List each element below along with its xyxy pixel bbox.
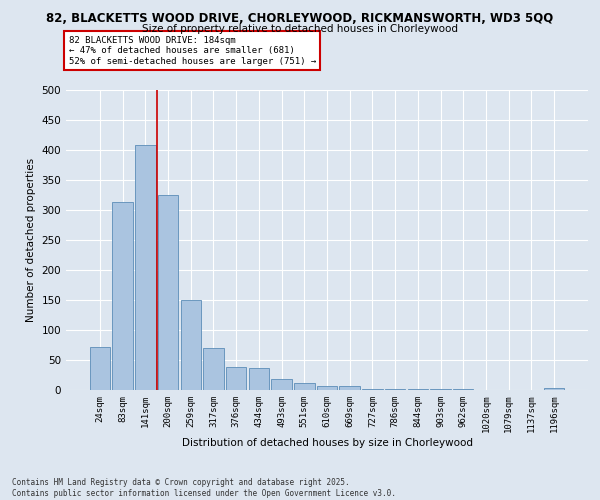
Bar <box>226 367 247 390</box>
Text: Contains HM Land Registry data © Crown copyright and database right 2025.
Contai: Contains HM Land Registry data © Crown c… <box>12 478 396 498</box>
Bar <box>385 389 406 390</box>
Bar <box>248 368 269 390</box>
Text: 82, BLACKETTS WOOD DRIVE, CHORLEYWOOD, RICKMANSWORTH, WD3 5QQ: 82, BLACKETTS WOOD DRIVE, CHORLEYWOOD, R… <box>46 12 554 26</box>
Bar <box>544 388 564 390</box>
Bar <box>90 347 110 390</box>
Bar <box>158 195 178 390</box>
Y-axis label: Number of detached properties: Number of detached properties <box>26 158 36 322</box>
Bar <box>271 379 292 390</box>
Text: Size of property relative to detached houses in Chorleywood: Size of property relative to detached ho… <box>142 24 458 34</box>
Bar <box>135 144 155 390</box>
Bar <box>181 300 201 390</box>
Bar <box>112 202 133 390</box>
Bar <box>362 389 383 390</box>
Bar <box>294 384 314 390</box>
Bar <box>203 348 224 390</box>
X-axis label: Distribution of detached houses by size in Chorleywood: Distribution of detached houses by size … <box>182 438 473 448</box>
Bar <box>340 386 360 390</box>
Bar <box>407 389 428 390</box>
Bar <box>317 386 337 390</box>
Text: 82 BLACKETTS WOOD DRIVE: 184sqm
← 47% of detached houses are smaller (681)
52% o: 82 BLACKETTS WOOD DRIVE: 184sqm ← 47% of… <box>68 36 316 66</box>
